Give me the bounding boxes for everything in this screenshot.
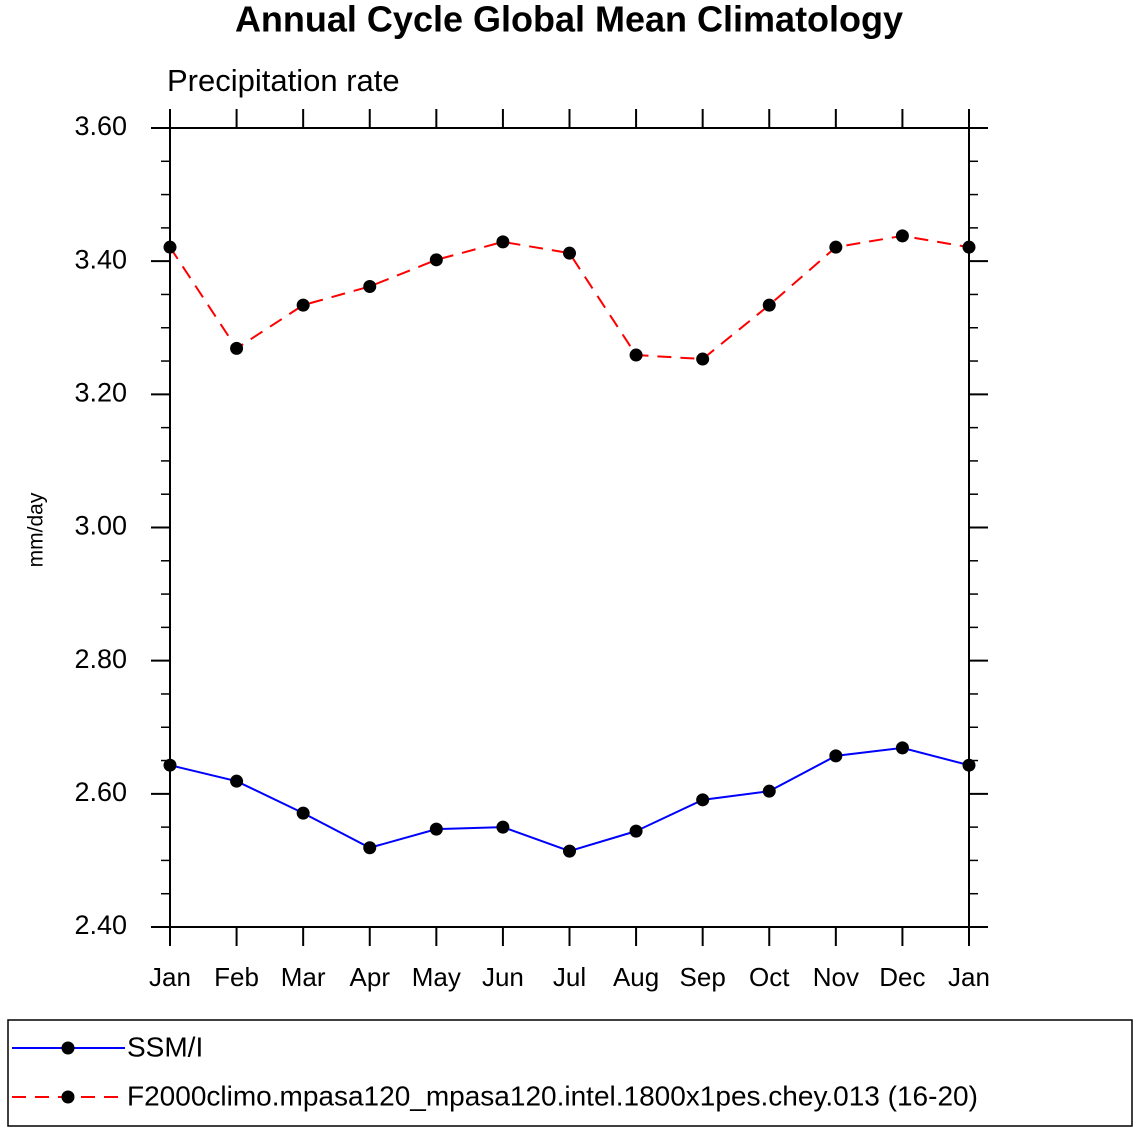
data-point xyxy=(629,824,643,838)
x-tick-label: Apr xyxy=(350,962,391,992)
y-tick-label: 3.60 xyxy=(74,111,127,141)
data-point xyxy=(563,246,576,260)
data-point xyxy=(163,758,177,772)
data-point xyxy=(429,822,443,836)
data-point xyxy=(962,240,976,254)
x-tick-label: Nov xyxy=(813,962,859,992)
data-point xyxy=(829,240,843,254)
y-tick-label: 2.40 xyxy=(74,910,127,940)
data-point xyxy=(629,348,643,362)
y-tick-label: 3.40 xyxy=(74,244,127,274)
data-point xyxy=(296,806,310,820)
data-point xyxy=(762,784,776,798)
data-point xyxy=(895,741,909,755)
y-tick-label: 3.00 xyxy=(74,511,127,541)
series-line xyxy=(169,746,970,853)
legend-box xyxy=(7,1019,1133,1127)
x-tick-label: Mar xyxy=(281,962,326,992)
x-tick-label: Jan xyxy=(149,962,191,992)
x-tick-label: Dec xyxy=(879,962,925,992)
legend-label: SSM/I xyxy=(127,1031,203,1062)
data-point xyxy=(230,341,244,355)
data-point xyxy=(829,749,843,763)
legend-marker xyxy=(61,1090,75,1104)
data-point xyxy=(163,240,177,254)
legend-label: F2000climo.mpasa120_mpasa120.intel.1800x… xyxy=(127,1080,978,1111)
y-axis-label: mm/day xyxy=(25,492,48,567)
data-point xyxy=(696,793,710,807)
x-tick-label: Aug xyxy=(613,962,659,992)
y-tick-label: 2.80 xyxy=(74,644,127,674)
x-tick-label: Feb xyxy=(214,962,259,992)
data-point xyxy=(496,235,510,249)
chart-subtitle: Precipitation rate xyxy=(167,63,400,98)
x-tick-label: Jan xyxy=(948,962,990,992)
data-point xyxy=(496,820,510,834)
data-point xyxy=(962,758,976,772)
chart-title: Annual Cycle Global Mean Climatology xyxy=(235,0,903,40)
data-point xyxy=(230,774,244,788)
data-point xyxy=(296,298,310,312)
x-tick-label: May xyxy=(412,962,461,992)
data-point xyxy=(895,229,909,243)
data-point xyxy=(363,841,377,855)
data-point xyxy=(563,844,576,858)
x-tick-label: Jun xyxy=(482,962,524,992)
x-tick-label: Jul xyxy=(553,962,586,992)
x-tick-label: Sep xyxy=(680,962,726,992)
data-point xyxy=(762,298,776,312)
data-point xyxy=(696,352,710,366)
data-point xyxy=(363,279,377,293)
y-tick-label: 3.20 xyxy=(74,377,127,407)
x-tick-label: Oct xyxy=(749,962,790,992)
data-point xyxy=(429,253,443,267)
legend-marker xyxy=(61,1041,75,1055)
y-tick-label: 2.60 xyxy=(74,777,127,807)
